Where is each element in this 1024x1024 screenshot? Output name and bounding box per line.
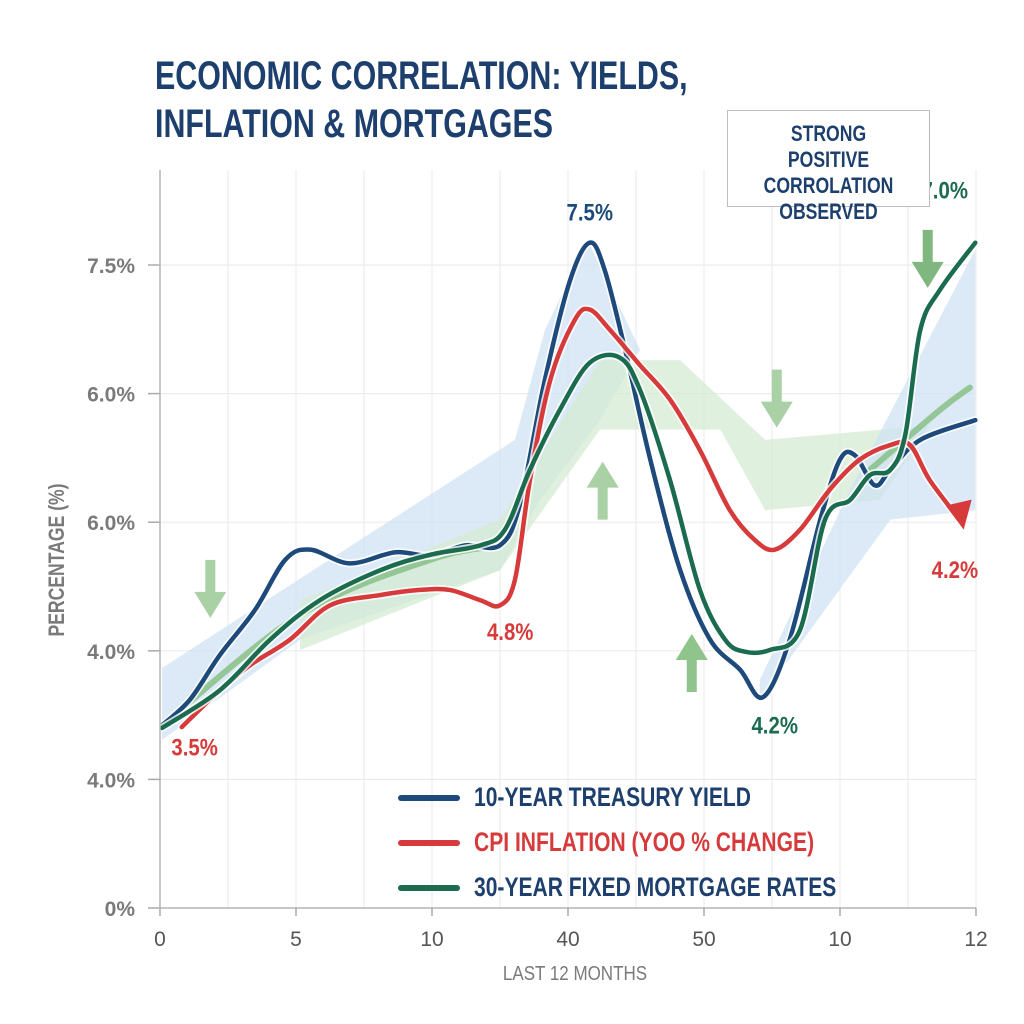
data-label: 3.5%	[171, 734, 218, 761]
legend-item-mortgage: 30-YEAR FIXED MORTGAGE RATES	[398, 865, 939, 910]
arrow-up-icon	[675, 633, 708, 692]
legend-swatch-mortgage	[398, 884, 460, 891]
title-line-1: ECONOMIC CORRELATION: YIELDS,	[155, 54, 688, 98]
arrow-up-icon	[586, 461, 619, 520]
legend-label-treasury: 10-YEAR TREASURY YIELD	[474, 782, 751, 812]
x-axis-title: LAST 12 MONTHS	[503, 962, 647, 985]
data-labels: 7.5%4.8%3.5%4.2%7.0%4.2%	[171, 177, 978, 761]
x-tick-label: 10	[828, 928, 851, 951]
trend-arrows	[194, 229, 944, 692]
legend-swatch-treasury	[398, 794, 460, 801]
legend-item-treasury: 10-YEAR TREASURY YIELD	[398, 775, 939, 820]
legend-swatch-cpi	[398, 839, 460, 846]
y-tick-label: 4.0%	[87, 769, 135, 792]
confidence-band	[162, 240, 641, 740]
legend: 10-YEAR TREASURY YIELD CPI INFLATION (YO…	[398, 775, 939, 910]
y-tick-label: 6.0%	[87, 384, 135, 407]
y-axis-title: PERCENTAGE (%)	[45, 483, 69, 636]
y-tick-label: 0%	[105, 898, 136, 921]
axes: 0% 4.0% 4.0% 6.0% 6.0% 7.5% 0 5 10 40 50 10 12	[87, 170, 988, 951]
data-label: 4.8%	[487, 618, 534, 645]
legend-item-cpi: CPI INFLATION (YOO % CHANGE)	[398, 820, 939, 865]
series-lines	[158, 238, 980, 732]
x-tick-label: 50	[692, 928, 715, 951]
data-label: 4.2%	[751, 712, 798, 739]
x-tick-label: 0	[154, 928, 166, 951]
x-tick-label: 12	[964, 928, 987, 951]
data-label: 7.5%	[567, 199, 614, 226]
treasury-yield-line	[159, 240, 978, 728]
x-tick-label: 5	[290, 928, 302, 951]
data-label: 4.2%	[932, 557, 979, 584]
mortgage-rate-line	[159, 240, 978, 731]
y-tick-label: 7.5%	[87, 255, 135, 278]
y-tick-label: 6.0%	[87, 512, 135, 535]
correlation-note-text: STRONG POSITIVE CORROLATION OBSERVED	[763, 121, 894, 224]
correlation-note-box: STRONG POSITIVE CORROLATION OBSERVED	[727, 110, 930, 224]
confidence-band	[300, 360, 930, 650]
x-tick-label: 10	[420, 928, 443, 951]
x-tick-label: 40	[556, 928, 579, 951]
title-line-2: INFLATION & MORTGAGES	[155, 102, 553, 146]
arrow-down-icon	[760, 369, 793, 428]
legend-label-cpi: CPI INFLATION (YOO % CHANGE)	[474, 827, 815, 857]
arrow-down-icon	[194, 559, 227, 618]
arrow-down-icon	[911, 229, 944, 288]
trend-line	[866, 384, 973, 473]
cpi-arrowhead-icon	[945, 499, 972, 530]
cpi-inflation-line	[179, 306, 962, 730]
legend-label-mortgage: 30-YEAR FIXED MORTGAGE RATES	[474, 872, 837, 902]
y-tick-label: 4.0%	[87, 641, 135, 664]
chart-title: ECONOMIC CORRELATION: YIELDS, INFLATION …	[155, 52, 688, 148]
